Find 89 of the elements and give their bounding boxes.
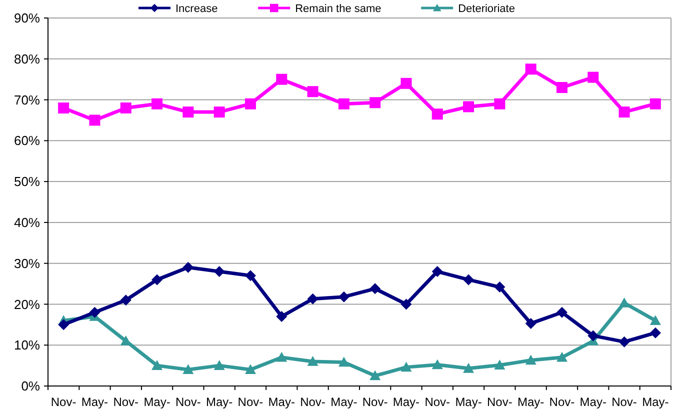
point <box>588 330 599 342</box>
y-tick-label: 50% <box>14 174 40 190</box>
point <box>214 360 225 370</box>
y-tick-label: 90% <box>14 10 40 26</box>
x-tick-label: May- <box>206 395 233 409</box>
point <box>276 310 288 322</box>
point <box>618 106 630 118</box>
point <box>556 306 568 318</box>
legend-label: Increase <box>176 2 218 15</box>
y-tick-label: 0% <box>21 378 40 394</box>
point <box>152 98 163 110</box>
point <box>432 266 443 278</box>
y-tick-label: 10% <box>14 338 40 353</box>
x-tick-label: May- <box>144 395 170 409</box>
point <box>276 74 288 85</box>
x-tick-label: May- <box>455 395 482 409</box>
point <box>338 98 350 110</box>
point <box>463 101 474 112</box>
point <box>244 270 256 282</box>
x-tick-label: May- <box>580 395 606 409</box>
x-tick-label: Nov- <box>300 395 326 409</box>
point <box>463 274 474 286</box>
point <box>650 315 661 325</box>
x-tick-label: May- <box>642 395 669 409</box>
point <box>370 97 381 108</box>
point <box>650 327 661 338</box>
point <box>152 274 163 286</box>
point <box>618 336 630 348</box>
point <box>89 306 100 318</box>
point <box>650 98 661 110</box>
x-tick-label: Nov- <box>424 395 450 409</box>
y-tick-label: 40% <box>14 214 40 230</box>
y-tick-label: 60% <box>14 133 40 148</box>
x-tick-label: May- <box>517 395 544 409</box>
point <box>525 354 536 365</box>
point <box>338 356 350 367</box>
legend-label: Deterioriate <box>458 2 515 15</box>
point <box>588 72 599 83</box>
point <box>307 86 318 98</box>
x-tick-label: May- <box>81 395 108 409</box>
point <box>463 362 474 373</box>
x-tick-label: May- <box>330 395 358 409</box>
point <box>120 102 132 114</box>
point <box>494 98 506 110</box>
y-tick-label: 80% <box>14 51 40 66</box>
point <box>182 364 194 374</box>
point <box>525 64 536 75</box>
point <box>276 352 288 362</box>
point <box>370 283 381 294</box>
point <box>58 102 70 114</box>
point <box>182 106 194 118</box>
x-tick-label: Nov- <box>176 395 201 409</box>
x-tick-label: May- <box>392 395 420 409</box>
point <box>400 362 412 372</box>
point <box>58 319 70 330</box>
point <box>214 106 225 118</box>
point <box>307 293 318 304</box>
point <box>525 318 536 329</box>
x-tick-label: Nov- <box>612 395 637 409</box>
point <box>152 360 163 370</box>
y-tick-label: 20% <box>14 296 40 312</box>
point <box>370 370 381 380</box>
x-tick-label: Nov- <box>238 395 264 409</box>
point <box>494 282 506 293</box>
point <box>244 364 256 374</box>
point <box>432 108 443 120</box>
point <box>556 352 568 362</box>
point <box>432 359 443 370</box>
y-tick-label: 30% <box>14 256 40 271</box>
point <box>307 356 318 366</box>
x-tick-label: Nov- <box>487 395 512 409</box>
legend-label: Remain the same <box>295 2 382 15</box>
point <box>400 298 412 310</box>
point <box>89 114 100 126</box>
x-tick-label: Nov- <box>113 395 139 409</box>
x-tick-label: Nov- <box>362 395 388 409</box>
point <box>494 360 506 370</box>
point <box>338 291 350 302</box>
y-tick-label: 70% <box>14 92 40 108</box>
point <box>120 294 132 306</box>
x-tick-label: May- <box>268 395 295 409</box>
point <box>214 266 225 278</box>
point <box>400 78 412 89</box>
point <box>182 262 194 273</box>
point <box>244 98 256 110</box>
x-tick-label: Nov- <box>549 395 575 409</box>
point <box>556 82 568 94</box>
point <box>618 297 630 308</box>
x-tick-label: Nov- <box>50 395 76 409</box>
